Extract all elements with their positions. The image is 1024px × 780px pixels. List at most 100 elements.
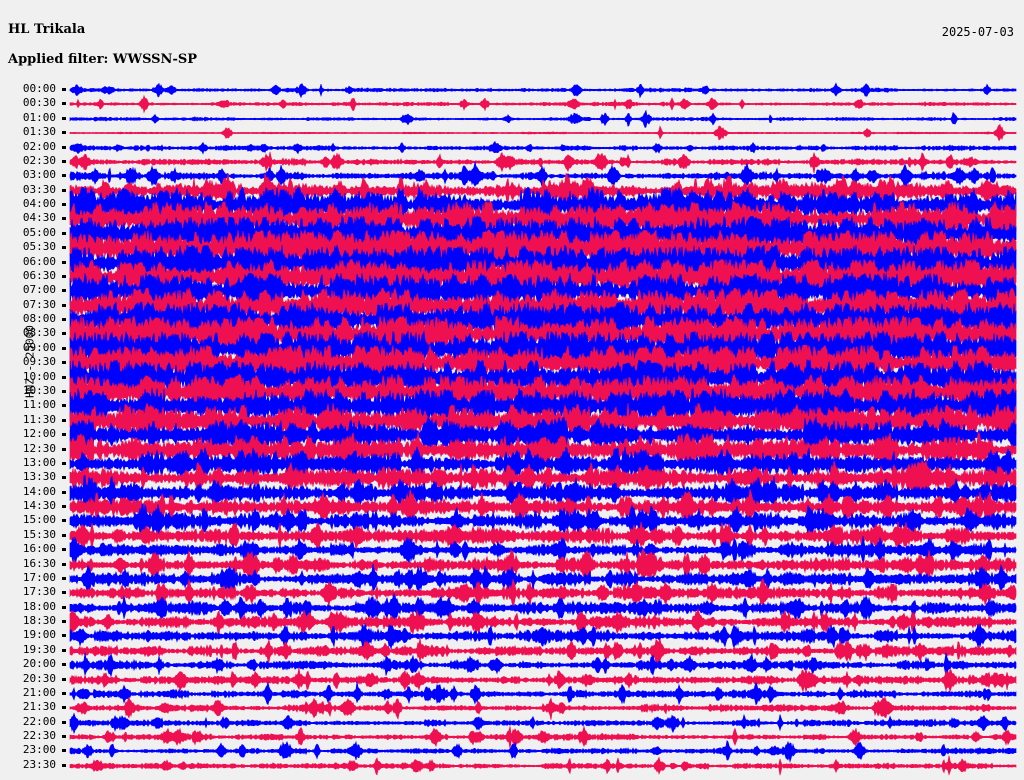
axis-tick-mark [62, 519, 66, 523]
time-axis-label: 02:00 [22, 139, 56, 153]
axis-tick-mark [62, 749, 66, 753]
time-axis-label: 15:30 [22, 527, 56, 541]
waveform-trace [69, 503, 1017, 539]
axis-tick-mark [62, 404, 66, 408]
time-axis-label: 08:30 [22, 326, 56, 340]
trace-row: 02:30 [0, 151, 1024, 174]
waveform-trace [69, 547, 1017, 584]
waveform-trace [69, 662, 1017, 698]
trace-row: 01:00 [0, 109, 1024, 128]
waveform-trace [69, 532, 1017, 568]
axis-tick-mark [62, 389, 66, 393]
waveform-trace [69, 575, 1017, 611]
time-axis-label: 00:30 [22, 96, 56, 110]
trace-row: 17:00 [0, 563, 1024, 594]
time-axis-label: 16:00 [22, 542, 56, 556]
time-axis-label: 10:00 [22, 369, 56, 383]
waveform-trace [69, 115, 1017, 151]
time-axis-label: 19:00 [22, 628, 56, 642]
time-axis-label: 16:30 [22, 556, 56, 570]
page-title: HL Trikala [8, 22, 86, 37]
axis-tick-mark [62, 620, 66, 624]
time-axis-label: 14:30 [22, 499, 56, 513]
time-axis-label: 21:30 [22, 700, 56, 714]
trace-row: 15:00 [0, 503, 1024, 539]
trace-row: 19:30 [0, 636, 1024, 665]
time-axis-label: 17:30 [22, 585, 56, 599]
time-axis-label: 07:30 [22, 297, 56, 311]
time-axis-label: 04:00 [22, 197, 56, 211]
waveform-trace [69, 633, 1017, 669]
time-axis-label: 13:00 [22, 455, 56, 469]
waveform-trace [69, 618, 1017, 654]
trace-row: 01:30 [0, 124, 1024, 142]
waveform-trace [69, 748, 1017, 780]
time-axis-label: 09:00 [22, 340, 56, 354]
waveform-trace [69, 489, 1017, 526]
time-axis-label: 02:30 [22, 153, 56, 167]
trace-row: 00:00 [0, 82, 1024, 99]
axis-tick-mark [62, 246, 66, 250]
axis-tick-mark [62, 763, 66, 767]
trace-row: 18:00 [0, 592, 1024, 623]
waveform-trace [69, 647, 1017, 683]
axis-tick-mark [62, 174, 66, 178]
axis-tick-mark [62, 303, 66, 307]
waveform-trace [69, 474, 1017, 511]
waveform-trace [69, 604, 1017, 640]
axis-tick-mark [62, 735, 66, 739]
trace-row: 20:30 [0, 667, 1024, 693]
time-axis-label: 01:30 [22, 125, 56, 139]
time-axis-label: 06:00 [22, 254, 56, 268]
axis-tick-mark [62, 346, 66, 350]
waveform-trace [69, 705, 1017, 741]
axis-tick-mark [62, 591, 66, 595]
time-axis-label: 20:30 [22, 671, 56, 685]
waveform-trace [69, 130, 1017, 166]
axis-tick-mark [62, 231, 66, 235]
time-axis-label: 12:30 [22, 441, 56, 455]
axis-tick-mark [62, 418, 66, 422]
time-axis-label: 13:30 [22, 470, 56, 484]
trace-row: 16:30 [0, 547, 1024, 584]
trace-row: 19:00 [0, 623, 1024, 652]
axis-tick-mark [62, 116, 66, 120]
time-axis-label: 05:00 [22, 225, 56, 239]
axis-tick-mark [62, 88, 66, 91]
axis-tick-mark [62, 260, 66, 264]
time-axis-label: 00:00 [22, 82, 56, 95]
trace-row: 15:30 [0, 521, 1024, 552]
axis-tick-mark [62, 375, 66, 379]
trace-row: 14:30 [0, 489, 1024, 526]
trace-row: 21:30 [0, 696, 1024, 721]
axis-tick-mark [62, 720, 66, 724]
axis-tick-mark [62, 576, 66, 580]
time-axis-label: 09:30 [22, 355, 56, 369]
axis-tick-mark [62, 505, 66, 509]
time-axis-label: 08:00 [22, 312, 56, 326]
waveform-trace [69, 101, 1017, 137]
axis-tick-mark [62, 289, 66, 293]
axis-tick-mark [62, 102, 66, 106]
time-axis-label: 19:30 [22, 642, 56, 656]
trace-row: 21:00 [0, 681, 1024, 706]
axis-tick-mark [62, 159, 66, 163]
axis-tick-mark [62, 217, 66, 221]
time-axis-label: 18:30 [22, 614, 56, 628]
time-axis-label: 18:00 [22, 599, 56, 613]
axis-tick-mark [62, 274, 66, 278]
axis-tick-mark [62, 203, 66, 207]
axis-tick-mark [62, 677, 66, 681]
trace-row: 22:00 [0, 712, 1024, 734]
axis-tick-mark [62, 706, 66, 710]
trace-row: 17:30 [0, 578, 1024, 609]
axis-tick-mark [62, 648, 66, 652]
trace-row: 18:30 [0, 608, 1024, 636]
trace-row: 12:30 [0, 431, 1024, 472]
time-axis-label: 11:30 [22, 412, 56, 426]
trace-row: 02:00 [0, 140, 1024, 155]
axis-tick-mark [62, 145, 66, 149]
waveform-trace [69, 172, 1017, 212]
axis-tick-mark [62, 131, 66, 135]
waveform-trace [69, 690, 1017, 726]
